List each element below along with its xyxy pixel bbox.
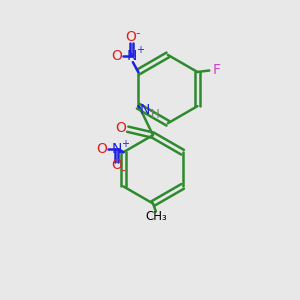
Text: H: H	[151, 108, 160, 121]
Text: -: -	[121, 164, 125, 177]
Text: N: N	[111, 142, 122, 156]
Text: O: O	[111, 158, 122, 172]
Text: N: N	[140, 103, 150, 117]
Text: F: F	[213, 64, 221, 77]
Text: O: O	[96, 142, 107, 156]
Text: O: O	[125, 30, 136, 44]
Text: O: O	[116, 121, 127, 135]
Text: -: -	[135, 27, 140, 40]
Text: N: N	[127, 49, 137, 63]
Text: +: +	[136, 45, 144, 55]
Text: CH₃: CH₃	[145, 210, 167, 224]
Text: O: O	[111, 49, 122, 63]
Text: +: +	[121, 139, 129, 149]
